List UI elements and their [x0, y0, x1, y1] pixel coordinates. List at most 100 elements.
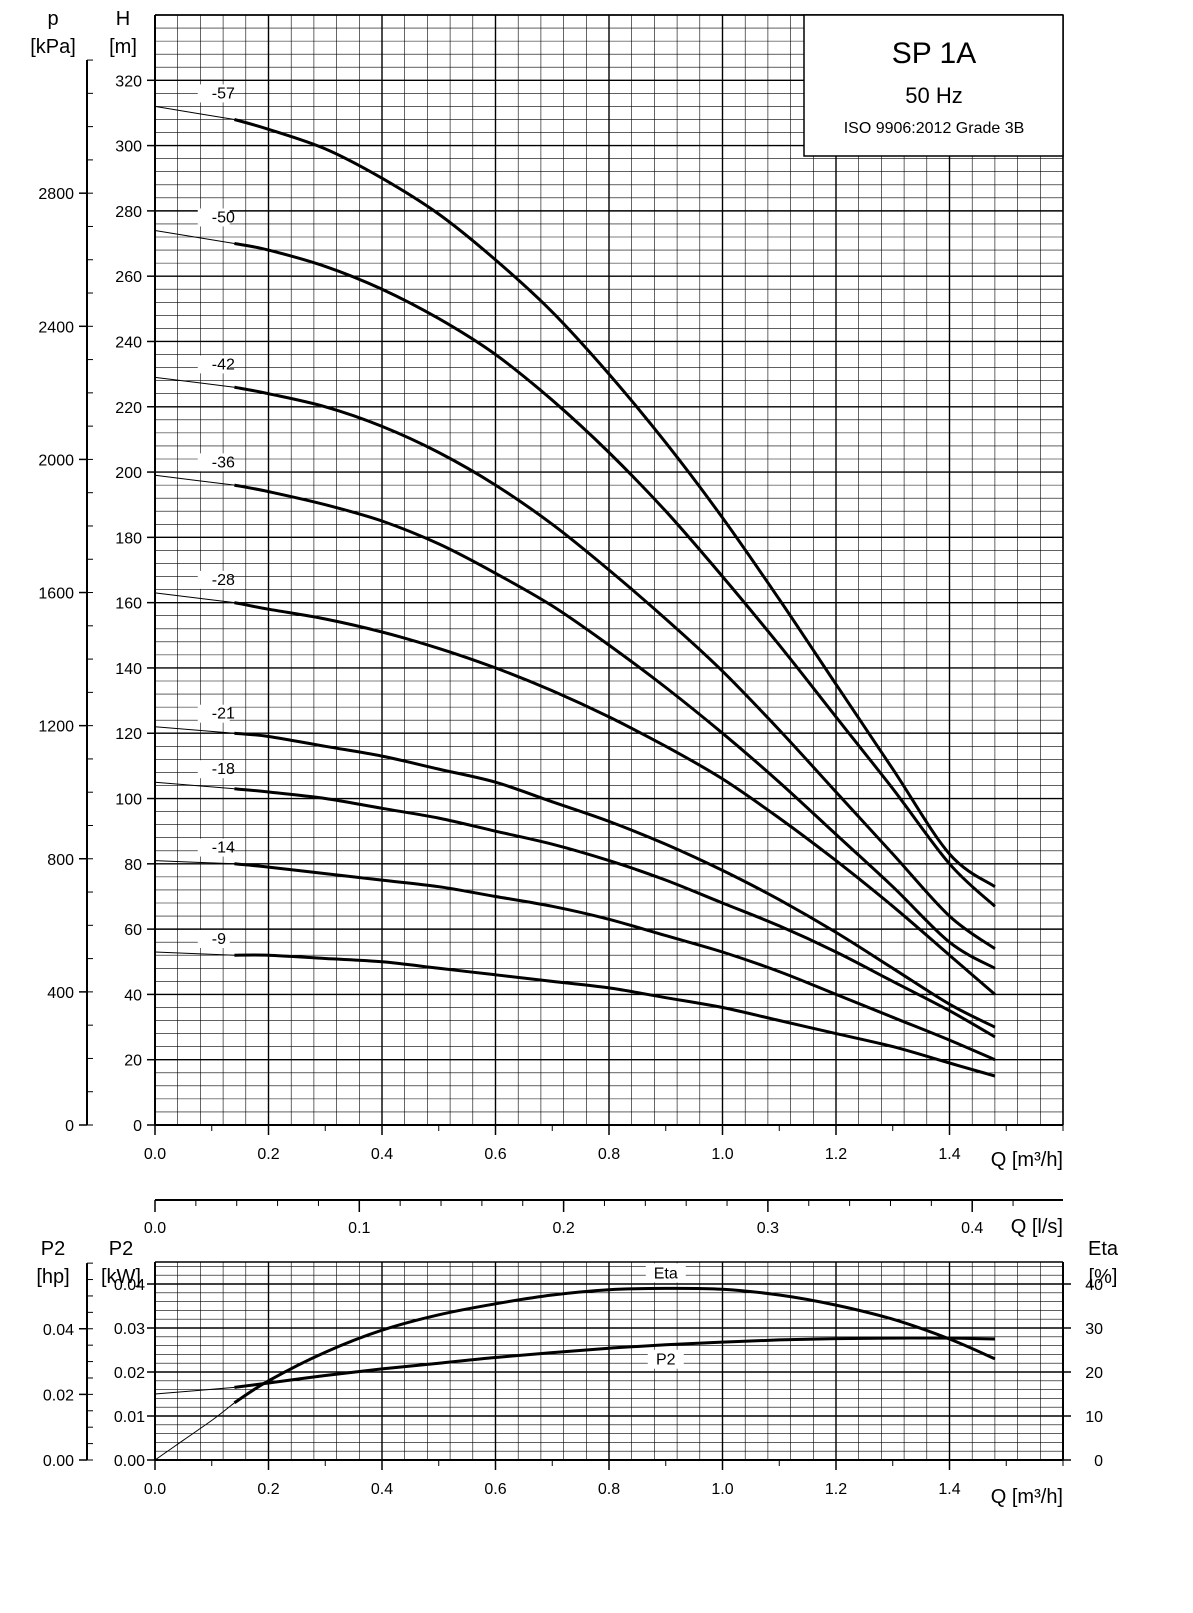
q-ls-tick-label: 0.4	[961, 1220, 983, 1237]
p-tick-label: 800	[47, 852, 74, 869]
q-tick-label: 0.2	[257, 1146, 279, 1163]
p2-hp-tick-label: 0.02	[43, 1387, 74, 1404]
h-tick-label: 200	[115, 465, 142, 482]
head-curve-thin-stages-21	[154, 726, 235, 734]
head-curve-stages-50	[234, 242, 996, 908]
q-tick-label-bottom: 0.2	[257, 1481, 279, 1498]
h-tick-label: 160	[115, 596, 142, 613]
head-curve-thin-stages-18	[154, 781, 235, 790]
curves	[154, 84, 996, 1461]
curve-label-bg	[197, 84, 230, 103]
head-curve-thin-stages-9	[154, 951, 235, 956]
q-tick-label-bottom: 1.4	[938, 1481, 960, 1498]
curve-label-bg	[197, 704, 230, 723]
eta-curve-thin	[154, 1402, 235, 1461]
curve-label: -18	[212, 761, 235, 778]
head-curve-thin-stages-42	[154, 376, 235, 388]
q-tick-label: 0.8	[598, 1146, 620, 1163]
curve-label-bg	[197, 208, 230, 227]
p-tick-label: 1200	[38, 719, 74, 736]
q-tick-label-bottom: 0.8	[598, 1481, 620, 1498]
curve-label: -42	[212, 356, 235, 373]
h-tick-label: 100	[115, 792, 142, 809]
p2-hp-axis-unit: [hp]	[36, 1266, 69, 1288]
h-tick-label: 320	[115, 73, 142, 90]
curve-label-bg	[197, 929, 230, 948]
eta-curve-label: Eta	[654, 1265, 678, 1282]
eta-tick-label: 30	[1085, 1321, 1103, 1338]
eta-tick-label: 20	[1085, 1365, 1103, 1382]
p-tick-label: 0	[65, 1118, 74, 1135]
q-tick-label-bottom: 1.0	[711, 1481, 733, 1498]
q-ls-tick-label: 0.2	[552, 1220, 574, 1237]
h-tick-label: 240	[115, 334, 142, 351]
eta-tick-label: 0	[1094, 1453, 1103, 1470]
legend-standard: ISO 9906:2012 Grade 3B	[844, 120, 1025, 137]
p-tick-label: 2400	[38, 319, 74, 336]
h-axis-title: H	[116, 8, 130, 30]
q-tick-label-bottom: 0.4	[371, 1481, 393, 1498]
eta-curve	[233, 1286, 996, 1405]
grid-lines	[154, 14, 1064, 1461]
head-curve-thin-stages-28	[154, 592, 235, 604]
head-curve-stages-28	[234, 601, 996, 996]
head-curve-stages-42	[234, 385, 996, 950]
h-tick-label: 260	[115, 269, 142, 286]
curve-label-bg	[197, 570, 230, 589]
curve-label-bg	[197, 760, 230, 779]
curve-label-bg	[197, 838, 230, 857]
tick-labels: 0204060801001201401601802002202402602803…	[38, 73, 1103, 1498]
head-curve-thin-stages-14	[154, 860, 235, 865]
curve-label: -9	[212, 931, 226, 948]
q-ls-tick-label: 0.1	[348, 1220, 370, 1237]
head-curve-stages-57	[233, 118, 996, 888]
h-tick-label: 20	[124, 1053, 142, 1070]
p2-curve-thin	[154, 1386, 235, 1395]
h-tick-label: 180	[115, 530, 142, 547]
h-tick-label: 280	[115, 204, 142, 221]
h-tick-label: 220	[115, 400, 142, 417]
legend-box-frame	[803, 14, 1064, 157]
q-m3h-axis-label-top: Q [m³/h]	[991, 1149, 1063, 1171]
q-tick-label: 1.2	[825, 1146, 847, 1163]
axes	[79, 14, 1071, 1470]
legend-box: SP 1A 50 Hz ISO 9906:2012 Grade 3B	[803, 14, 1064, 157]
h-axis-unit: [m]	[109, 36, 137, 58]
q-tick-label: 0.4	[371, 1146, 393, 1163]
p-tick-label: 2800	[38, 186, 74, 203]
eta-tick-label: 40	[1085, 1277, 1103, 1294]
q-tick-label: 1.4	[938, 1146, 960, 1163]
p2-hp-tick-label: 0.04	[43, 1322, 74, 1339]
p2-kw-axis-unit: [kW]	[101, 1266, 141, 1288]
p-axis-unit: [kPa]	[30, 36, 76, 58]
p-tick-label: 2000	[38, 452, 74, 469]
curve-label: -57	[212, 85, 235, 102]
p2-kw-tick-label: 0.04	[114, 1277, 145, 1294]
eta-label-bg	[645, 1263, 686, 1283]
p2-hp-tick-label: 0.00	[43, 1453, 74, 1470]
curve-label: -50	[212, 209, 235, 226]
p-tick-label: 1600	[38, 586, 74, 603]
q-tick-label: 0.0	[144, 1146, 166, 1163]
q-tick-label: 0.6	[484, 1146, 506, 1163]
p2-hp-axis-title: P2	[41, 1238, 65, 1260]
p-tick-label: 400	[47, 985, 74, 1002]
head-curve-stages-9	[234, 953, 996, 1078]
q-tick-label-bottom: 1.2	[825, 1481, 847, 1498]
curve-label: -28	[212, 572, 235, 589]
q-tick-label-bottom: 0.0	[144, 1481, 166, 1498]
curve-label-bg	[197, 355, 230, 374]
p2-curve	[234, 1336, 995, 1389]
q-tick-label-bottom: 0.6	[484, 1481, 506, 1498]
h-tick-label: 300	[115, 139, 142, 156]
h-tick-label: 60	[124, 922, 142, 939]
eta-axis-title: Eta	[1088, 1238, 1119, 1260]
eta-tick-label: 10	[1085, 1409, 1103, 1426]
head-curve-stages-36	[234, 483, 996, 970]
p2-kw-tick-label: 0.03	[114, 1321, 145, 1338]
q-ls-tick-label: 0.3	[757, 1220, 779, 1237]
h-tick-label: 140	[115, 661, 142, 678]
legend-model: SP 1A	[892, 37, 977, 70]
p2-kw-tick-label: 0.01	[114, 1409, 145, 1426]
